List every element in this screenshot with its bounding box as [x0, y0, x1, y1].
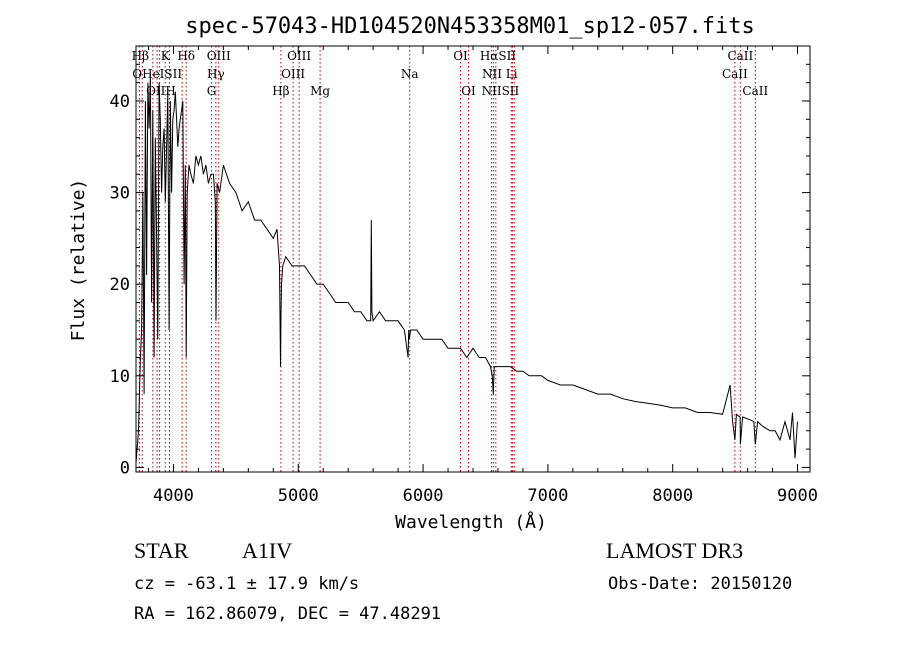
spectral-line-label: Mg: [310, 84, 330, 98]
spectral-line-label: OHeISII: [132, 67, 182, 81]
spectral-line-label: NII Li: [482, 67, 518, 81]
spectral-line-label: CaII: [727, 49, 753, 63]
y-axis-ticks: 0 10 20 30 40: [110, 63, 810, 478]
spectral-line-label: Na: [401, 67, 419, 81]
spectral-line-label: CaII: [742, 84, 768, 98]
spectral-line-label: OIIH: [146, 84, 176, 98]
spectral-line-label: G: [207, 84, 217, 98]
observation-date: Obs-Date: 20150120: [608, 574, 793, 594]
coordinates: RA = 162.86079, DEC = 47.48291: [134, 604, 442, 624]
y-tick-label: 10: [110, 367, 130, 387]
redshift-cz: cz = -63.1 ± 17.9 km/s: [134, 574, 360, 594]
y-tick-label: 30: [110, 184, 130, 204]
spectral-line-label: CaII: [722, 67, 748, 81]
x-tick-label: 8000: [652, 486, 693, 506]
spectral-subclass: A1IV: [242, 538, 293, 563]
plot-frame: [135, 45, 811, 473]
x-tick-label: 6000: [403, 486, 444, 506]
object-type: STAR: [134, 538, 189, 563]
x-tick-label: 9000: [777, 486, 818, 506]
y-tick-label: 20: [110, 275, 130, 295]
spectral-line-label: HαSII: [480, 49, 517, 63]
spectral-line-label: OI: [461, 84, 476, 98]
y-tick-label: 0: [120, 458, 130, 478]
spectral-line-label: OIII: [287, 49, 311, 63]
spectral-line-label: K: [161, 49, 171, 63]
x-axis-ticks: 4000 5000 6000 7000 8000 9000: [147, 46, 818, 506]
x-tick-label: 7000: [527, 486, 568, 506]
spectral-line-label: Hβ: [272, 84, 289, 98]
flux-series-line: [135, 73, 798, 463]
y-axis-label: Flux (relative): [68, 179, 89, 342]
spectral-line-label: OI: [453, 49, 468, 63]
spectral-line-label: NIISII: [482, 84, 520, 98]
survey-name: LAMOST DR3: [606, 538, 744, 563]
spectral-line-label: Hβ: [132, 49, 149, 63]
spectral-line-label: Hγ: [207, 67, 225, 81]
x-axis-label: Wavelength (Å): [395, 511, 547, 533]
x-tick-label: 5000: [278, 486, 319, 506]
spectral-line-label: OIII: [281, 67, 305, 81]
spectral-line-label: Hδ: [177, 49, 195, 63]
spectral-line-labels: Hβ K Hδ OIII OIII OI HαSII CaII OHeISII Hγ OIII Na N…: [132, 49, 769, 98]
spectral-line-label: OIII: [207, 49, 231, 63]
chart-title: spec-57043-HD104520N453358M01_sp12-057.f…: [185, 14, 755, 39]
x-tick-label: 4000: [153, 486, 194, 506]
spectral-line-markers: [138, 46, 756, 472]
y-tick-label: 40: [110, 92, 130, 112]
